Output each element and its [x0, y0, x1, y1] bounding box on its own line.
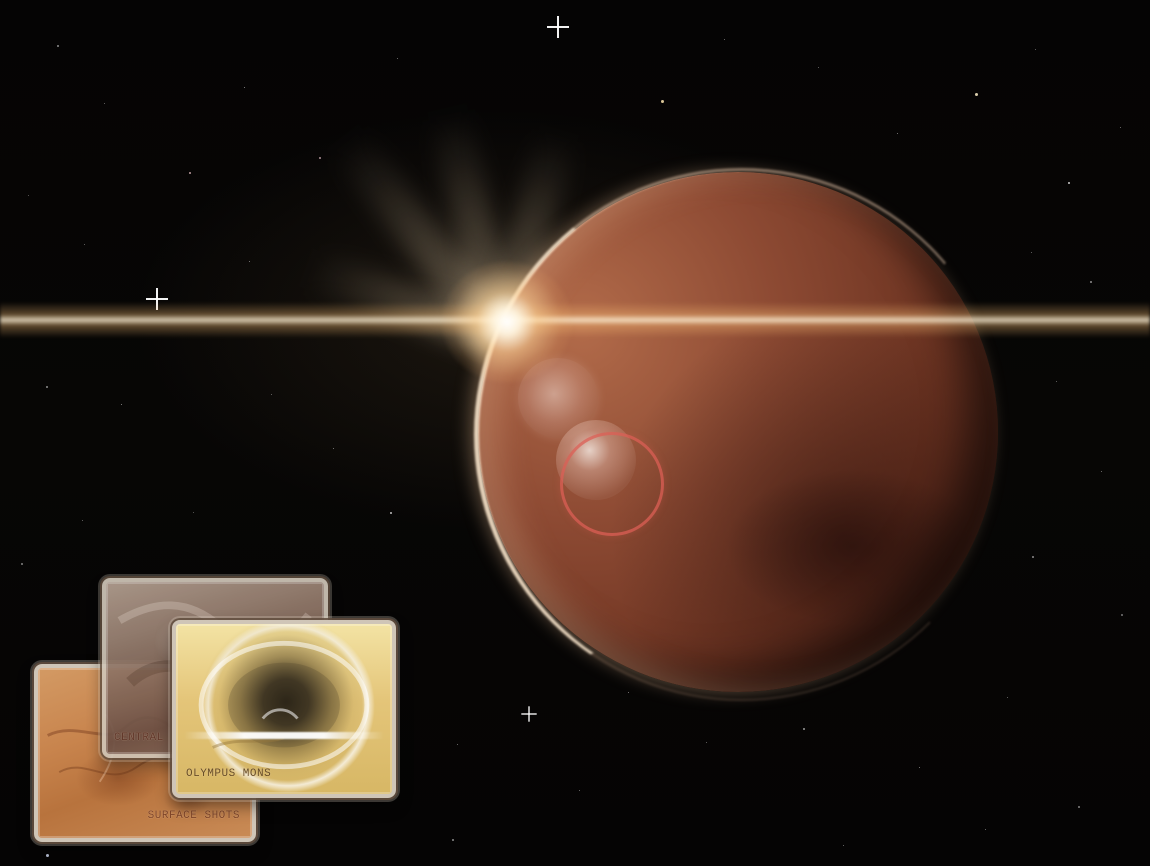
- star: [724, 39, 725, 40]
- star: [897, 133, 898, 134]
- star: [1056, 381, 1057, 382]
- sun-flare: [442, 262, 572, 382]
- star: [271, 394, 272, 395]
- lens-ring: [560, 432, 664, 536]
- star: [84, 244, 85, 245]
- star: [319, 157, 321, 159]
- star: [706, 742, 707, 743]
- star: [1031, 252, 1032, 253]
- planet-rim: [474, 168, 1009, 701]
- star: [818, 67, 819, 68]
- star: [628, 692, 629, 693]
- star: [57, 45, 59, 47]
- star: [985, 829, 986, 830]
- olympus-texture: [198, 640, 370, 770]
- star: [21, 563, 23, 565]
- thumbnail-label: CENTRAL: [114, 732, 164, 744]
- star: [803, 728, 805, 730]
- star: [189, 172, 191, 174]
- star: [82, 520, 83, 521]
- thumbnail-label: OLYMPUS MONS: [186, 768, 272, 780]
- star: [244, 87, 245, 88]
- star: [1078, 806, 1080, 808]
- star: [121, 404, 122, 405]
- star: [397, 58, 398, 59]
- star: [46, 854, 49, 857]
- star: [1035, 49, 1036, 50]
- star: [1090, 281, 1092, 283]
- star: [457, 744, 458, 745]
- star: [249, 261, 250, 262]
- star: [1121, 614, 1123, 616]
- thumbnail-olympus-mons[interactable]: OLYMPUS MONS: [172, 620, 396, 798]
- star: [1007, 697, 1008, 698]
- star: [28, 195, 29, 196]
- star: [193, 512, 194, 513]
- star: [390, 512, 392, 514]
- star: [1120, 127, 1121, 128]
- star: [333, 448, 334, 449]
- thumbnail-highlight: [184, 732, 384, 739]
- star: [661, 100, 664, 103]
- star: [843, 845, 844, 846]
- star: [1032, 556, 1034, 558]
- star: [1068, 182, 1070, 184]
- star: [1101, 471, 1102, 472]
- star: [579, 790, 580, 791]
- star: [46, 386, 48, 388]
- star: [975, 93, 978, 96]
- thumbnail-label: SURFACE SHOTS: [147, 810, 240, 822]
- star: [452, 839, 454, 841]
- star: [919, 767, 920, 768]
- star: [104, 103, 105, 104]
- horizontal-flare: [0, 302, 1150, 338]
